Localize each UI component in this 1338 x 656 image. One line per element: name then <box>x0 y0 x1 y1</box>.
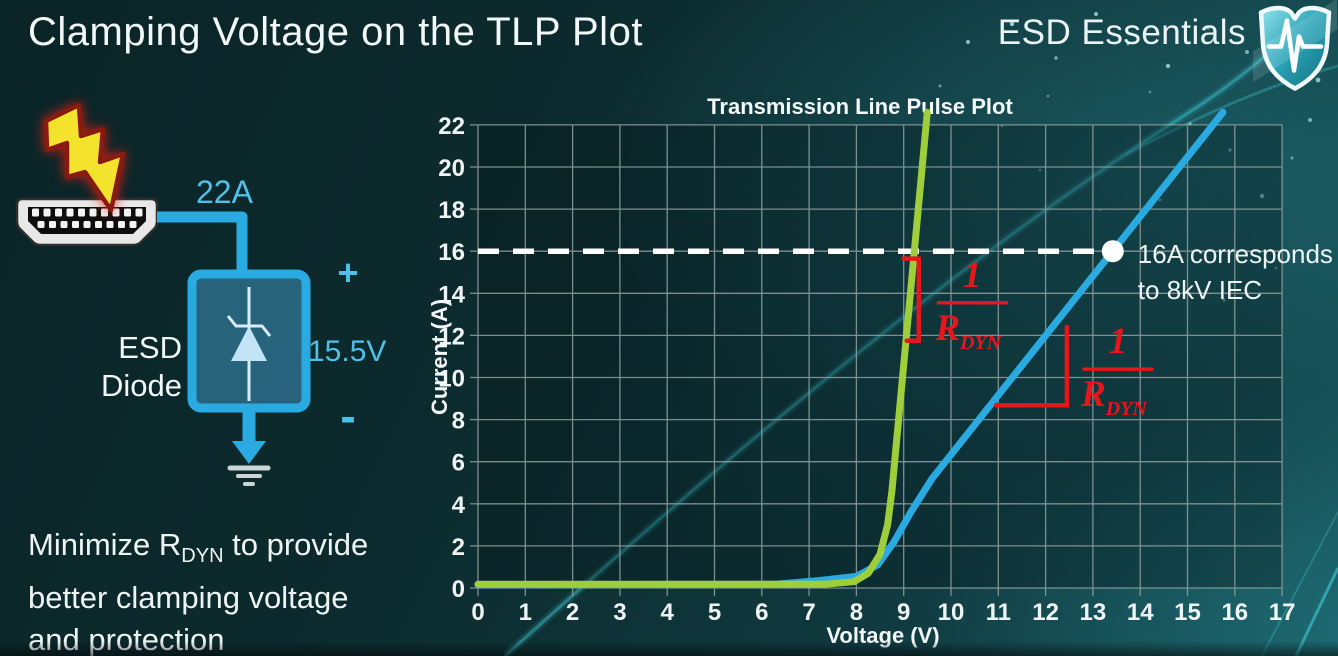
fraction-denominator: RDYN <box>1080 374 1148 420</box>
hdmi-pins <box>32 208 143 228</box>
x-tick-label: 16 <box>1221 599 1248 626</box>
corner-streak-2 <box>1261 511 1338 656</box>
y-tick-label: 12 <box>438 323 465 350</box>
brand-text: ESD Essentials <box>997 13 1246 52</box>
page-title: Clamping Voltage on the TLP Plot <box>28 10 643 54</box>
y-tick-label: 8 <box>452 408 465 435</box>
lightning-bolt-icon <box>43 102 126 213</box>
marker-dot <box>1101 240 1124 263</box>
y-axis-label: Current (A) <box>427 299 452 415</box>
x-tick-label: 9 <box>897 599 910 626</box>
y-tick-label: 4 <box>452 492 466 519</box>
clamp-voltage-label: 15.5V <box>308 335 386 368</box>
x-tick-label: 8 <box>850 599 863 626</box>
takeaway-note: Minimize RDYN to provide better clamping… <box>28 524 368 656</box>
y-tick-label: 0 <box>452 576 465 603</box>
swoosh-curve <box>503 8 1317 656</box>
y-tick-label: 16 <box>438 239 465 266</box>
x-tick-label: 6 <box>755 599 768 626</box>
zener-diode-icon <box>226 287 272 401</box>
x-tick-label: 4 <box>661 599 675 626</box>
x-tick-label: 0 <box>471 599 484 626</box>
device-label-line1: ESD <box>118 330 182 365</box>
note-line1-pre: Minimize R <box>28 527 182 562</box>
fraction-denominator: RDYN <box>934 308 1002 354</box>
tick-labels: 0 1 2 3 4 5 6 7 8 9 10 11 12 13 14 15 16 1702468101214161… <box>438 113 1295 626</box>
polarity-minus-label: - <box>340 390 355 442</box>
y-tick-label: 10 <box>438 366 465 393</box>
y-tick-label: 18 <box>438 197 465 224</box>
x-tick-label: 12 <box>1032 599 1059 626</box>
note-line1-post: to provide <box>223 527 369 562</box>
x-tick-label: 1 <box>519 599 532 626</box>
device-label-line2: Diode <box>101 368 182 403</box>
marker-label-line2: to 8kV IEC <box>1138 275 1262 305</box>
swoosh-glow <box>501 6 1319 656</box>
pulse-line-icon <box>1266 18 1324 73</box>
rdyn-slope-blue: 1 RDYN <box>993 321 1154 420</box>
fraction-numerator: 1 <box>1109 321 1128 362</box>
x-tick-label: 14 <box>1127 599 1154 626</box>
hdmi-connector-icon <box>15 197 159 247</box>
plot-background <box>478 124 1283 589</box>
x-tick-label: 15 <box>1174 599 1201 626</box>
ground-icon <box>227 406 271 486</box>
x-tick-label: 5 <box>708 599 721 626</box>
esd-diode-box <box>187 269 311 413</box>
note-line-1: Minimize RDYN to provide <box>28 524 368 577</box>
y-tick-label: 22 <box>438 113 465 140</box>
polarity-plus-label: + <box>337 252 358 293</box>
x-tick-label: 3 <box>613 599 626 626</box>
y-tick-label: 14 <box>438 281 465 308</box>
note-line1-sub: DYN <box>181 545 224 567</box>
y-tick-label: 20 <box>438 155 465 182</box>
y-tick-label: 2 <box>452 534 465 561</box>
y-tick-label: 6 <box>452 450 465 477</box>
blue-curve-high-rdyn <box>474 108 1227 589</box>
fraction-numerator: 1 <box>963 255 982 296</box>
shield-pulse-icon <box>1253 0 1337 91</box>
note-line-2: better clamping voltage <box>28 580 349 615</box>
gridlines <box>470 124 1283 596</box>
marker-label-line1: 16A corresponds <box>1138 239 1333 269</box>
x-tick-label: 11 <box>986 599 1011 626</box>
green-curve-low-rdyn <box>474 108 931 588</box>
x-tick-label: 17 <box>1269 599 1296 626</box>
x-tick-label: 10 <box>938 599 965 626</box>
chart-title: Transmission Line Pulse Plot <box>707 94 1013 119</box>
surge-wire <box>157 211 248 276</box>
bottom-fade <box>0 641 1338 656</box>
surge-current-label: 22A <box>196 174 254 210</box>
rdyn-slope-green: 1 RDYN <box>901 255 1009 354</box>
x-tick-label: 2 <box>566 599 579 626</box>
x-tick-label: 7 <box>802 599 815 626</box>
x-tick-label: 13 <box>1080 599 1107 626</box>
